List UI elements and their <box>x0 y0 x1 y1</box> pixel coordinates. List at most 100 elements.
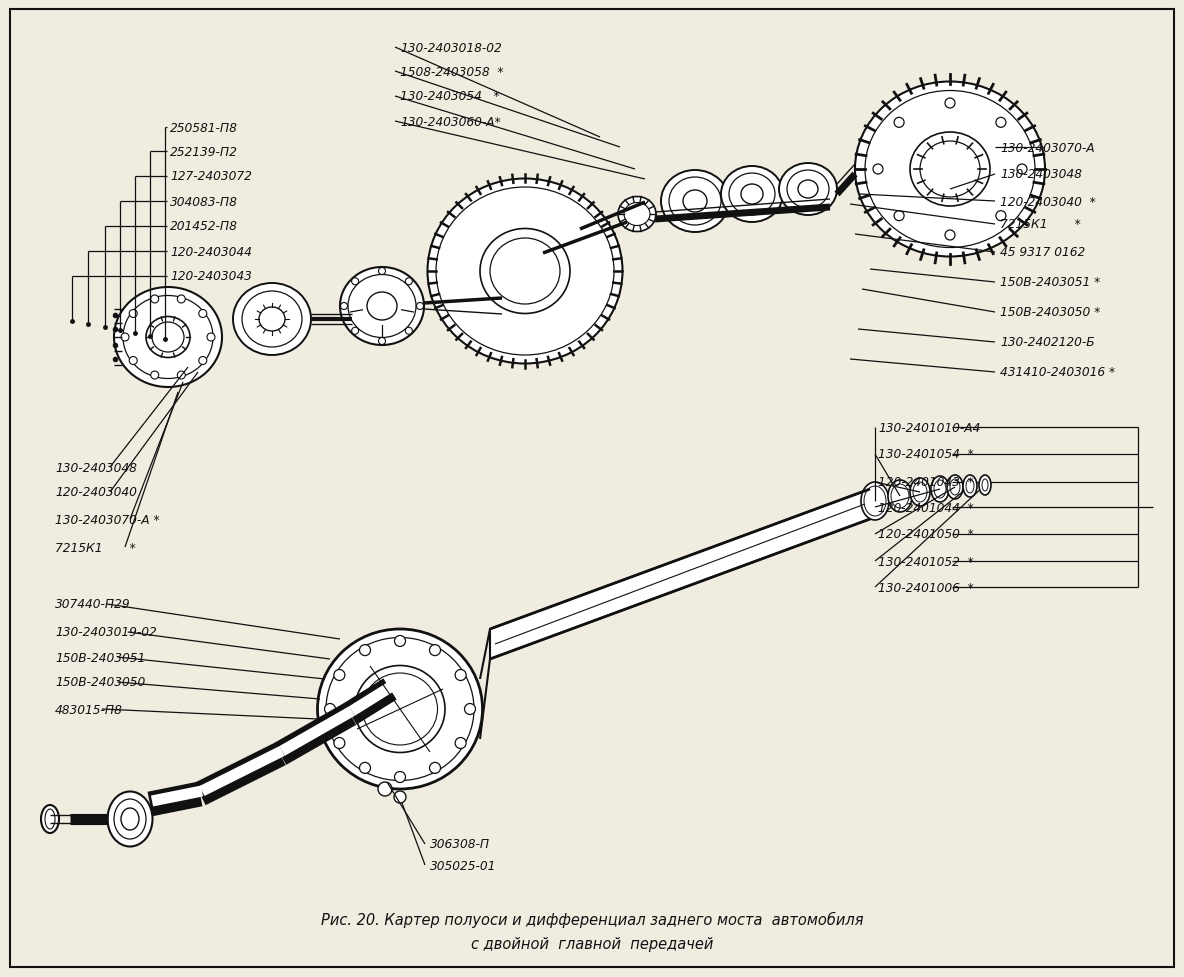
Circle shape <box>945 231 955 240</box>
Circle shape <box>378 783 392 796</box>
Text: 130-2403070-А *: 130-2403070-А * <box>54 513 160 526</box>
Text: 130-2403070-А: 130-2403070-А <box>1000 142 1095 154</box>
Ellipse shape <box>910 133 990 207</box>
Text: 45 9317 0162: 45 9317 0162 <box>1000 246 1086 259</box>
Circle shape <box>129 310 137 319</box>
Circle shape <box>178 296 185 304</box>
Text: 150В-2403051: 150В-2403051 <box>54 651 146 663</box>
Ellipse shape <box>963 476 977 497</box>
Circle shape <box>1017 165 1027 175</box>
Text: 120-2403043: 120-2403043 <box>170 271 252 283</box>
Text: 120-2403044: 120-2403044 <box>170 245 252 258</box>
Text: 130-2403018-02: 130-2403018-02 <box>400 41 502 55</box>
Ellipse shape <box>910 479 929 506</box>
Text: 306308-П: 306308-П <box>430 837 490 851</box>
Ellipse shape <box>798 181 818 198</box>
Text: 305025-01: 305025-01 <box>430 859 496 871</box>
Text: Рис. 20. Картер полуоси и дифференциал заднего моста  автомобиля: Рис. 20. Картер полуоси и дифференциал з… <box>321 911 863 927</box>
Circle shape <box>996 211 1006 222</box>
Text: 250581-П8: 250581-П8 <box>170 121 238 135</box>
Text: 150В-2403051 *: 150В-2403051 * <box>1000 276 1100 289</box>
Ellipse shape <box>979 476 991 495</box>
Polygon shape <box>490 489 870 659</box>
Circle shape <box>464 703 476 715</box>
Text: 1508-2403058  *: 1508-2403058 * <box>400 65 503 78</box>
Circle shape <box>379 269 386 276</box>
Circle shape <box>394 636 405 647</box>
Circle shape <box>394 791 406 803</box>
Ellipse shape <box>931 477 950 502</box>
Circle shape <box>360 763 371 774</box>
Circle shape <box>352 328 359 335</box>
Circle shape <box>405 278 412 285</box>
Circle shape <box>430 645 440 656</box>
Text: 252139-П2: 252139-П2 <box>170 146 238 158</box>
Circle shape <box>150 296 159 304</box>
Circle shape <box>360 645 371 656</box>
Text: 7215К1       *: 7215К1 * <box>54 541 136 554</box>
Text: 130-2401052  *: 130-2401052 * <box>879 555 973 568</box>
Text: 150В-2403050: 150В-2403050 <box>54 676 146 689</box>
Ellipse shape <box>480 230 570 315</box>
Text: 120-2403040  *: 120-2403040 * <box>1000 195 1095 208</box>
Ellipse shape <box>861 483 889 521</box>
Text: 130-2403054   *: 130-2403054 * <box>400 91 500 104</box>
Circle shape <box>199 358 207 365</box>
Ellipse shape <box>259 308 285 331</box>
Ellipse shape <box>233 283 311 356</box>
Text: 7215К1       *: 7215К1 * <box>1000 218 1081 232</box>
Ellipse shape <box>947 476 963 499</box>
Text: 120-2401050  *: 120-2401050 * <box>879 528 973 541</box>
Circle shape <box>352 278 359 285</box>
Circle shape <box>996 118 1006 128</box>
Text: 483015-П8: 483015-П8 <box>54 702 123 716</box>
Ellipse shape <box>661 171 729 233</box>
Text: с двойной  главной  передачей: с двойной главной передачей <box>471 937 713 952</box>
Circle shape <box>129 358 137 365</box>
Text: 130-2403048: 130-2403048 <box>1000 168 1082 182</box>
Ellipse shape <box>114 287 223 388</box>
Ellipse shape <box>721 167 783 223</box>
Text: 150В-2403050 *: 150В-2403050 * <box>1000 306 1100 319</box>
Ellipse shape <box>683 191 707 213</box>
Ellipse shape <box>108 791 153 847</box>
Ellipse shape <box>427 180 623 364</box>
Circle shape <box>894 211 905 222</box>
Text: 120-2403040: 120-2403040 <box>54 486 137 499</box>
Ellipse shape <box>855 82 1045 257</box>
Text: 130-2401006  *: 130-2401006 * <box>879 581 973 594</box>
Text: 431410-2403016 *: 431410-2403016 * <box>1000 366 1115 379</box>
Ellipse shape <box>146 318 189 359</box>
Text: 130-2401054  *: 130-2401054 * <box>879 448 973 461</box>
Circle shape <box>873 165 883 175</box>
Circle shape <box>178 371 185 380</box>
Circle shape <box>455 670 466 681</box>
Circle shape <box>394 772 405 783</box>
Ellipse shape <box>121 808 139 830</box>
Circle shape <box>334 670 345 681</box>
Text: 120-2401043  *: 120-2401043 * <box>879 476 973 489</box>
Ellipse shape <box>340 268 424 346</box>
Ellipse shape <box>41 805 59 833</box>
Ellipse shape <box>618 197 656 233</box>
Circle shape <box>121 334 129 342</box>
Circle shape <box>150 371 159 380</box>
Circle shape <box>334 738 345 748</box>
Circle shape <box>405 328 412 335</box>
Circle shape <box>341 303 347 310</box>
Text: 130-2401010-А4: 130-2401010-А4 <box>879 421 980 434</box>
Text: 130-2403048: 130-2403048 <box>54 461 137 474</box>
Circle shape <box>430 763 440 774</box>
Circle shape <box>894 118 905 128</box>
Circle shape <box>455 738 466 748</box>
Text: 130-2403019-02: 130-2403019-02 <box>54 626 156 639</box>
Ellipse shape <box>317 629 483 789</box>
Text: 120-2401044  *: 120-2401044 * <box>879 501 973 514</box>
Ellipse shape <box>741 185 762 205</box>
Circle shape <box>199 310 207 319</box>
Text: 307440-П29: 307440-П29 <box>54 598 130 611</box>
Text: 304083-П8: 304083-П8 <box>170 195 238 208</box>
Circle shape <box>945 99 955 108</box>
Ellipse shape <box>779 164 837 216</box>
Text: 130-2403060-А*: 130-2403060-А* <box>400 115 501 128</box>
